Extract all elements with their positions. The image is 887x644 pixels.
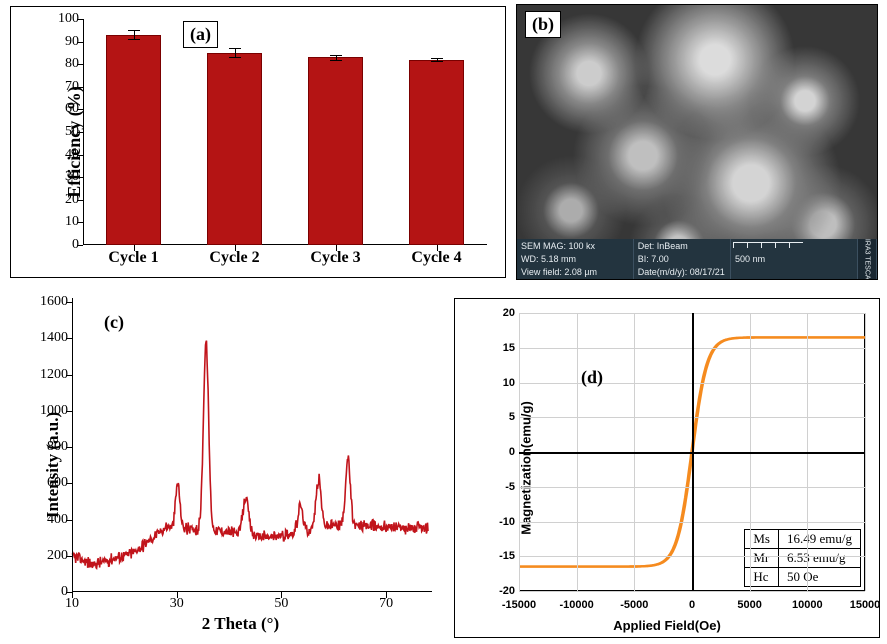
xtick-label: Cycle 3 (285, 249, 386, 271)
panel-c-label: (c) (98, 310, 130, 335)
panel-c-x-axis (72, 591, 432, 592)
xtick-label: Cycle 4 (386, 249, 487, 271)
panel-c-y-axis (72, 298, 73, 592)
panel-b-label: (b) (525, 11, 561, 38)
panel-c-plot-area (72, 302, 428, 592)
panel-d-yticks: -20-15-10-505101520 (487, 313, 517, 591)
panel-d-params-table: Ms16.49 emu/gMr6.53 emu/gHc50 Oe (744, 529, 861, 587)
sem-logo: MIRA3 TESCAN (858, 239, 877, 279)
panel-d-hysteresis-chart: Magnetization(emu/g) -20-15-10-505101520… (454, 298, 880, 638)
sem-texture (517, 5, 877, 279)
param-val: 50 Oe (779, 568, 861, 587)
bar-3 (409, 60, 465, 245)
panel-d-plot-area: Ms16.49 emu/gMr6.53 emu/gHc50 Oe (519, 313, 865, 591)
param-val: 16.49 emu/g (779, 530, 861, 549)
bar-1 (207, 53, 263, 245)
panel-d-label: (d) (575, 365, 609, 390)
xrd-trace (72, 341, 428, 569)
panel-b-sem-image: (b) SEM MAG: 100 kxDet: InBeamWD: 5.18 m… (516, 4, 878, 280)
sem-banner-cell: Date(m/d/y): 08/17/21 (634, 266, 731, 279)
xtick-label: Cycle 1 (83, 249, 184, 271)
sem-banner-cell: View field: 2.08 µm (517, 266, 634, 279)
sem-banner-cell: BI: 7.00 (634, 252, 731, 265)
panel-a-bar-chart: Efficiency (%) 0102030405060708090100 Cy… (10, 6, 506, 278)
panel-c-xlabel: 2 Theta (°) (202, 614, 279, 634)
panel-c-xrd-chart: Intensity (a.u.) 02004006008001000120014… (6, 294, 444, 636)
panel-d-xticks: -15000-10000-5000050001000015000 (519, 599, 865, 615)
panel-a-y-axis (83, 19, 84, 245)
sem-banner-cell: SEM MAG: 100 kx (517, 239, 634, 252)
panel-d-xlabel: Applied Field(Oe) (455, 618, 879, 633)
sem-banner-cell: 500 nm (731, 252, 857, 265)
bar-2 (308, 57, 364, 245)
panel-a-label: (a) (183, 21, 218, 48)
panel-a-xticks: Cycle 1Cycle 2Cycle 3Cycle 4 (83, 249, 487, 271)
sem-banner-cell: Det: InBeam (634, 239, 731, 252)
panel-c-xticks: 10305070 (72, 596, 428, 614)
param-val: 6.53 emu/g (779, 549, 861, 568)
bar-0 (106, 35, 162, 245)
sem-info-banner: SEM MAG: 100 kxDet: InBeamWD: 5.18 mmBI:… (517, 239, 877, 279)
xtick-label: Cycle 2 (184, 249, 285, 271)
sem-banner-cell: WD: 5.18 mm (517, 252, 634, 265)
sem-scale-bar (733, 242, 803, 252)
panel-c-svg (72, 302, 428, 592)
panel-a-plot-area (83, 19, 487, 245)
panel-a-yticks: 0102030405060708090100 (53, 13, 79, 245)
sem-banner-cell (731, 266, 857, 279)
